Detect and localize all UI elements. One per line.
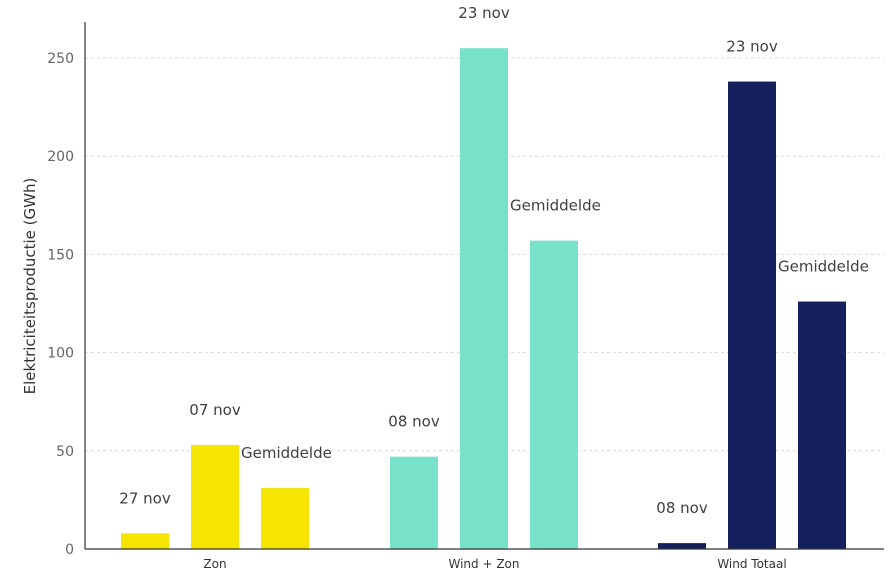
axes bbox=[84, 22, 884, 550]
bar-data-label: Gemiddelde bbox=[778, 258, 869, 276]
y-tick-label: 100 bbox=[47, 346, 74, 362]
bar-labels: 27 nov 07 nov Gemiddelde 08 nov 23 nov Gemidd… bbox=[119, 4, 869, 517]
bar bbox=[191, 444, 239, 549]
bar-data-label: 08 nov bbox=[388, 413, 440, 431]
bar bbox=[728, 81, 776, 550]
bar bbox=[390, 456, 438, 549]
bar-data-label: 23 nov bbox=[726, 38, 778, 56]
bar-data-label: Gemiddelde bbox=[510, 197, 601, 215]
bar bbox=[530, 240, 578, 550]
x-category-label: Wind Totaal bbox=[717, 557, 786, 571]
y-tick-label: 250 bbox=[47, 51, 74, 67]
x-category-label: Wind + Zon bbox=[448, 557, 519, 571]
x-categories: Zon Wind + Zon Wind Totaal bbox=[203, 557, 786, 571]
bar-data-label: Gemiddelde bbox=[241, 444, 332, 462]
bar-data-label: 07 nov bbox=[189, 401, 241, 419]
x-category-label: Zon bbox=[203, 557, 226, 571]
bar bbox=[460, 48, 508, 550]
bar bbox=[798, 301, 846, 549]
y-tick-label: 50 bbox=[56, 444, 74, 460]
y-axis-label: Elektriciteitsproductie (GWh) bbox=[21, 178, 39, 395]
bar-data-label: 08 nov bbox=[656, 499, 708, 517]
y-tick-label: 200 bbox=[47, 149, 74, 165]
y-tick-label: 0 bbox=[65, 542, 74, 558]
bar-data-label: 23 nov bbox=[458, 4, 510, 22]
y-tick-label: 150 bbox=[47, 247, 74, 263]
bar bbox=[658, 543, 706, 549]
bar bbox=[121, 533, 169, 549]
y-ticks: 0 50 100 150 200 250 bbox=[47, 51, 74, 558]
bar bbox=[261, 488, 309, 549]
bar-data-label: 27 nov bbox=[119, 489, 171, 507]
bars bbox=[121, 48, 846, 550]
